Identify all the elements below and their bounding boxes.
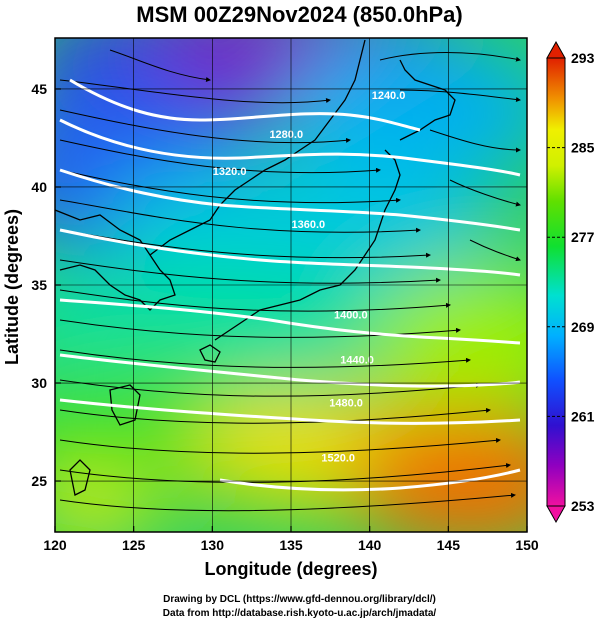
contour-label: 1480.0 [329, 398, 363, 410]
x-tick-label: 130 [201, 537, 225, 553]
contour-label: 1360.0 [291, 219, 325, 231]
colorbar-tick-label: 293 [571, 50, 595, 66]
colorbar-body [546, 57, 566, 507]
contour-label: 1280.0 [269, 129, 303, 141]
contour-label: 1520.0 [321, 452, 355, 464]
x-axis-title: Longitude (degrees) [204, 559, 377, 579]
contour-label: 1240.0 [372, 90, 406, 102]
contour-label: 1440.0 [340, 354, 374, 366]
colorbar-top-triangle [546, 40, 566, 59]
footer-drawing-credit: Drawing by DCL (https://www.gfd-dennou.o… [163, 594, 436, 605]
x-tick-label: 145 [437, 537, 461, 553]
colorbar: 293 285 277 269 261 253 [546, 40, 595, 524]
contour-labels: 1240.0 1280.0 1320.0 1360.0 1400.0 1440.0 1480… [213, 90, 406, 465]
contour-label: 1400.0 [334, 309, 368, 321]
x-tick-label: 150 [515, 537, 539, 553]
y-tick-label: 40 [31, 179, 47, 195]
contour-label: 1320.0 [213, 166, 247, 178]
y-tick-label: 35 [31, 277, 47, 293]
y-axis: 25 30 35 40 45 [31, 81, 61, 489]
x-tick-label: 125 [122, 537, 146, 553]
y-tick-label: 25 [31, 473, 47, 489]
coastlines [55, 39, 456, 496]
colorbar-tick-label: 261 [571, 408, 595, 424]
temperature-field [55, 38, 527, 532]
x-axis: 120 125 130 135 140 145 150 [43, 526, 539, 553]
wind-streamlines [59, 49, 521, 512]
colorbar-tick-label: 253 [571, 498, 595, 514]
map-title: MSM 00Z29Nov2024 (850.0hPa) [136, 2, 463, 27]
y-axis-title: Latitude (degrees) [2, 209, 22, 365]
x-tick-label: 135 [279, 537, 303, 553]
colorbar-tick-label: 285 [571, 140, 595, 156]
y-tick-label: 45 [31, 81, 47, 97]
colorbar-tick-label: 269 [571, 319, 595, 335]
y-tick-label: 30 [31, 375, 47, 391]
gridlines [55, 38, 527, 532]
footer-data-credit: Data from http://database.rish.kyoto-u.a… [162, 608, 437, 619]
x-tick-label: 140 [358, 537, 382, 553]
x-tick-label: 120 [43, 537, 67, 553]
colorbar-tick-label: 277 [571, 229, 595, 245]
colorbar-bottom-triangle [546, 505, 566, 524]
